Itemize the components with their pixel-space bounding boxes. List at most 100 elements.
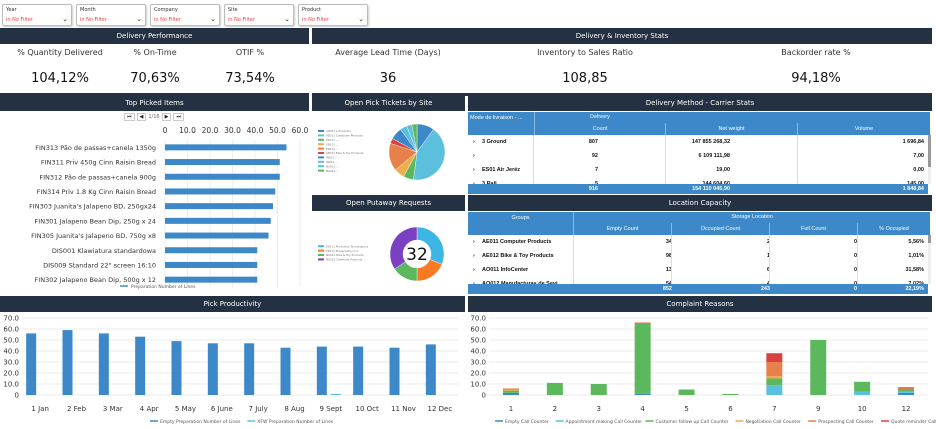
delivery-performance-header: Delivery Performance	[0, 28, 309, 44]
column-header[interactable]: Full Count	[769, 223, 857, 235]
expand-icon[interactable]: ›	[473, 167, 475, 173]
filter-label: Year	[6, 7, 17, 13]
y-tick-label: 60.0	[470, 326, 486, 334]
x-tick-label: 10	[858, 405, 867, 413]
table-row[interactable]: ›AO012 Manufacturas de Sevi...54407,02%	[468, 277, 928, 284]
group-header: Delivery	[534, 112, 930, 123]
legend-swatch	[318, 160, 324, 163]
column-header[interactable]: Groups	[468, 212, 573, 235]
y-tick-label: FIN314 Priv 1.8 Kg Cinn Raisin Bread	[37, 188, 156, 196]
x-tick-label: 4	[640, 405, 645, 413]
donut-center-value: 32	[406, 245, 428, 265]
expand-icon[interactable]: ›	[473, 281, 475, 284]
x-tick-label: 3 Mar	[103, 405, 123, 413]
bar	[26, 333, 37, 395]
bar-segment	[898, 389, 915, 392]
expand-icon[interactable]: ›	[473, 253, 475, 259]
y-tick-label: DIS009 Standard 22" screen 16:10	[43, 261, 156, 269]
filter-company[interactable]: Company in No Filter ⌄	[150, 4, 220, 26]
filter-value: in No Filter	[6, 17, 33, 23]
bar	[62, 330, 73, 395]
bar	[353, 346, 364, 395]
next-page-button[interactable]: ▶	[161, 113, 172, 121]
expand-icon[interactable]: ›	[473, 267, 475, 273]
bar	[165, 247, 258, 254]
column-header[interactable]: Mode de livraison - ...	[468, 112, 534, 135]
table-row[interactable]: ›AE011 Computer Products34205,56%	[468, 235, 928, 249]
legend-swatch	[318, 169, 324, 172]
first-page-button[interactable]: ⏮	[124, 113, 135, 121]
y-tick-label: FIN312 Pão de passas+canela 900g	[39, 173, 156, 181]
x-tick-label: 7 July	[249, 405, 268, 413]
y-tick-label: 20.0	[470, 370, 486, 378]
complaints-header: Complaint Reasons	[468, 296, 932, 312]
legend-swatch	[318, 156, 324, 159]
column-header[interactable]: Empty Count	[573, 223, 671, 235]
y-tick-label: FIN313 Pão de passas+canela 1350g	[35, 144, 156, 152]
bar	[280, 347, 291, 395]
expand-icon[interactable]: ›	[473, 153, 475, 159]
y-tick-label: 40.0	[3, 348, 19, 356]
bar	[165, 217, 271, 224]
table-row[interactable]: › 92 6 109 111,98 7,00	[468, 149, 928, 163]
filter-label: Product	[302, 7, 321, 13]
expand-icon[interactable]: ›	[473, 239, 475, 245]
legend-label: NA021 ...	[326, 169, 339, 173]
legend-swatch	[318, 134, 324, 137]
legend-label: FR012 ...	[326, 147, 339, 151]
y-tick-label: FIN303 Juanita's Jalapeno BD, 250gx24	[29, 203, 156, 211]
legend-label: ES011 ...	[326, 138, 339, 142]
chevron-down-icon: ⌄	[284, 15, 290, 23]
legend-swatch	[318, 130, 324, 132]
x-tick-label: 1	[509, 405, 513, 413]
chevron-down-icon: ⌄	[136, 15, 142, 23]
column-header[interactable]: Occupied Count	[671, 223, 769, 235]
open-pick-header: Open Pick Tickets by Site	[312, 95, 465, 111]
filter-year[interactable]: Year in No Filter ⌄	[2, 4, 72, 26]
filter-site[interactable]: Site in No Filter ⌄	[224, 4, 294, 26]
bar-segment	[634, 323, 651, 394]
bar	[165, 276, 258, 283]
bar-segment	[854, 391, 871, 395]
bar	[135, 336, 146, 395]
legend-swatch	[318, 254, 324, 256]
pick-productivity-header: Pick Productivity	[0, 296, 465, 312]
legend-label: ES011 Productos Tecnologicos	[326, 244, 369, 248]
table-row[interactable]: ›AE012 Bike & Toy Products98101,01%	[468, 249, 928, 263]
kpi-label: % Quantity Delivered	[17, 48, 103, 57]
column-header[interactable]: Net weight	[665, 123, 797, 135]
top-picked-header: Top Picked Items	[0, 95, 309, 111]
table-row[interactable]: › 3 Ground 807 147 855 268,32 1 696,84	[468, 135, 928, 149]
column-header[interactable]: Count	[534, 123, 665, 135]
legend-label: Empty Call Counter	[505, 419, 549, 425]
scrollbar[interactable]	[928, 135, 931, 184]
filter-product[interactable]: Product in No Filter ⌄	[298, 4, 368, 26]
kpi-label: Average Lead Time (Days)	[335, 48, 441, 57]
bar-segment	[898, 392, 915, 395]
y-tick-label: 10.0	[470, 381, 486, 389]
x-tick-label: 7	[772, 405, 776, 413]
prev-page-button[interactable]: ◀	[136, 113, 147, 121]
legend-swatch	[318, 138, 324, 141]
filter-value: in No Filter	[302, 17, 329, 23]
x-tick-label: 2	[553, 405, 557, 413]
legend-label: IN012 ...	[326, 160, 338, 164]
scrollbar[interactable]	[928, 235, 931, 284]
expand-icon[interactable]: ›	[473, 139, 475, 145]
x-tick-label: 6 June	[211, 405, 233, 413]
expand-icon[interactable]: ›	[473, 181, 475, 184]
last-page-button[interactable]: ⏭	[173, 113, 184, 121]
x-tick-label: 12	[902, 405, 911, 413]
bar	[165, 173, 280, 180]
legend-label: Negotiation Call Counter	[745, 419, 801, 425]
bar-segment	[546, 382, 563, 395]
column-header[interactable]: % Occupied	[857, 223, 930, 235]
table-row[interactable]: › ES01 Air Jeréz 7 19,00 0,00	[468, 163, 928, 177]
table-row[interactable]: ›AO011 InfoCenter136031,58%	[468, 263, 928, 277]
pie-slice	[389, 226, 418, 270]
table-row[interactable]: › 3 Rail 5 144 604,60 145,00	[468, 177, 928, 184]
filter-month[interactable]: Month in No Filter ⌄	[76, 4, 146, 26]
column-header[interactable]: Volume	[797, 123, 930, 135]
delivery-inventory-header: Delivery & Inventory Stats	[312, 28, 932, 44]
